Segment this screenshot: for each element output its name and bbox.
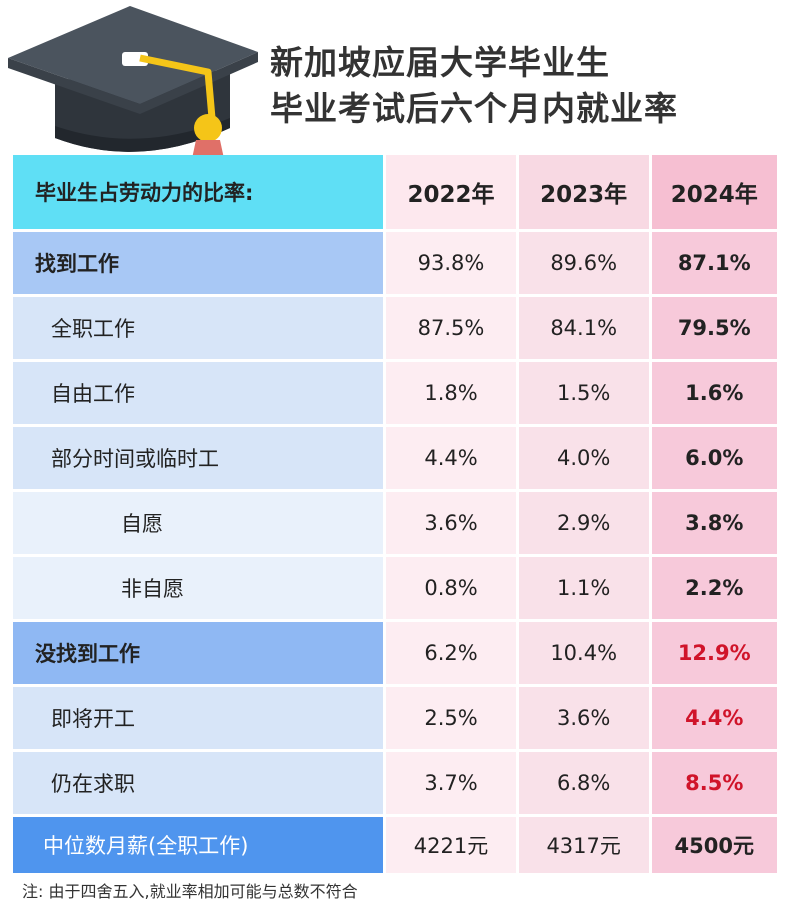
table-row: 中位数月薪(全职工作) 4221元 4317元 4500元 [13, 817, 777, 873]
table-row: 即将开工 2.5% 3.6% 4.4% [13, 687, 777, 749]
cell-2023: 84.1% [518, 297, 649, 359]
cell-2022: 2.5% [386, 687, 516, 749]
cell-2022: 0.8% [386, 557, 516, 619]
header-2022: 2022年 [386, 155, 516, 229]
header: 新加坡应届大学毕业生 毕业考试后六个月内就业率 [0, 0, 786, 168]
table-row: 自由工作 1.8% 1.5% 1.6% [13, 362, 777, 424]
cell-2023: 4317元 [518, 817, 649, 873]
header-2023: 2023年 [518, 155, 649, 229]
employment-table: 毕业生占劳动力的比率: 2022年 2023年 2024年 找到工作 93.8%… [10, 152, 780, 876]
cell-2024: 12.9% [651, 622, 777, 684]
table-row: 自愿 3.6% 2.9% 3.8% [13, 492, 777, 554]
cell-2023: 3.6% [518, 687, 649, 749]
cell-2022: 6.2% [386, 622, 516, 684]
cell-2022: 3.7% [386, 752, 516, 814]
cell-2024: 2.2% [651, 557, 777, 619]
table-row: 没找到工作 6.2% 10.4% 12.9% [13, 622, 777, 684]
cell-2024: 8.5% [651, 752, 777, 814]
row-label: 非自愿 [13, 557, 384, 619]
row-label: 全职工作 [13, 297, 384, 359]
row-label: 自由工作 [13, 362, 384, 424]
table-row: 找到工作 93.8% 89.6% 87.1% [13, 232, 777, 294]
cell-2023: 89.6% [518, 232, 649, 294]
header-2024: 2024年 [651, 155, 777, 229]
cell-2024: 87.1% [651, 232, 777, 294]
cell-2022: 4.4% [386, 427, 516, 489]
title-line-2: 毕业考试后六个月内就业率 [270, 89, 678, 128]
cell-2024: 3.8% [651, 492, 777, 554]
table-row: 全职工作 87.5% 84.1% 79.5% [13, 297, 777, 359]
cell-2022: 87.5% [386, 297, 516, 359]
table-row: 仍在求职 3.7% 6.8% 8.5% [13, 752, 777, 814]
cell-2024: 4500元 [651, 817, 777, 873]
row-label: 找到工作 [13, 232, 384, 294]
row-label: 部分时间或临时工 [13, 427, 384, 489]
page-title: 新加坡应届大学毕业生 毕业考试后六个月内就业率 [270, 40, 678, 132]
cell-2022: 3.6% [386, 492, 516, 554]
row-label: 即将开工 [13, 687, 384, 749]
cell-2023: 1.5% [518, 362, 649, 424]
cell-2022: 4221元 [386, 817, 516, 873]
header-label: 毕业生占劳动力的比率: [13, 155, 384, 229]
row-label: 仍在求职 [13, 752, 384, 814]
cell-2024: 6.0% [651, 427, 777, 489]
row-label: 没找到工作 [13, 622, 384, 684]
cell-2024: 4.4% [651, 687, 777, 749]
cell-2023: 1.1% [518, 557, 649, 619]
graduation-cap-icon [8, 6, 258, 168]
title-line-1: 新加坡应届大学毕业生 [270, 43, 610, 82]
cell-2023: 10.4% [518, 622, 649, 684]
cell-2023: 2.9% [518, 492, 649, 554]
row-label: 中位数月薪(全职工作) [13, 817, 384, 873]
table-header-row: 毕业生占劳动力的比率: 2022年 2023年 2024年 [13, 155, 777, 229]
cell-2022: 93.8% [386, 232, 516, 294]
cell-2024: 79.5% [651, 297, 777, 359]
table-row: 非自愿 0.8% 1.1% 2.2% [13, 557, 777, 619]
cell-2024: 1.6% [651, 362, 777, 424]
cell-2022: 1.8% [386, 362, 516, 424]
cell-2023: 4.0% [518, 427, 649, 489]
table-row: 部分时间或临时工 4.4% 4.0% 6.0% [13, 427, 777, 489]
footnote: 注: 由于四舍五入,就业率相加可能与总数不符合 [22, 882, 358, 901]
row-label: 自愿 [13, 492, 384, 554]
cell-2023: 6.8% [518, 752, 649, 814]
